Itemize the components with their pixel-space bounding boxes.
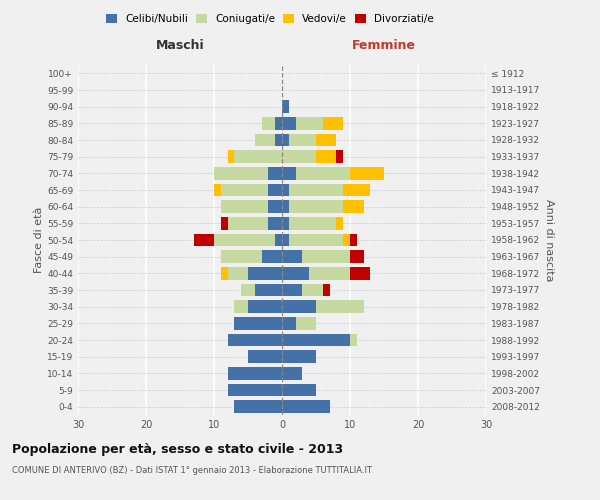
Bar: [289, 134, 316, 146]
Bar: [262, 117, 275, 130]
Bar: [227, 217, 268, 230]
Bar: [350, 234, 357, 246]
Bar: [255, 134, 275, 146]
Bar: [221, 267, 227, 280]
Bar: [282, 117, 296, 130]
Bar: [289, 184, 343, 196]
Bar: [268, 184, 282, 196]
Bar: [337, 150, 343, 163]
Bar: [282, 234, 289, 246]
Bar: [221, 217, 227, 230]
Bar: [343, 200, 364, 213]
Bar: [302, 250, 350, 263]
Bar: [350, 167, 384, 179]
Bar: [309, 267, 350, 280]
Bar: [296, 317, 316, 330]
Y-axis label: Fasce di età: Fasce di età: [34, 207, 44, 273]
Bar: [282, 267, 309, 280]
Text: Femmine: Femmine: [352, 38, 416, 52]
Y-axis label: Anni di nascita: Anni di nascita: [544, 198, 554, 281]
Bar: [275, 117, 282, 130]
Bar: [214, 167, 268, 179]
Bar: [296, 117, 323, 130]
Bar: [337, 217, 343, 230]
Bar: [282, 350, 316, 363]
Bar: [275, 134, 282, 146]
Bar: [241, 284, 255, 296]
Bar: [343, 184, 370, 196]
Bar: [282, 300, 316, 313]
Bar: [227, 334, 282, 346]
Text: Popolazione per età, sesso e stato civile - 2013: Popolazione per età, sesso e stato civil…: [12, 442, 343, 456]
Bar: [282, 367, 302, 380]
Bar: [227, 150, 235, 163]
Bar: [235, 400, 282, 413]
Bar: [289, 234, 343, 246]
Bar: [282, 317, 296, 330]
Bar: [282, 134, 289, 146]
Bar: [296, 167, 350, 179]
Bar: [227, 267, 248, 280]
Bar: [350, 334, 357, 346]
Bar: [282, 250, 302, 263]
Bar: [262, 250, 282, 263]
Bar: [282, 384, 316, 396]
Bar: [343, 234, 350, 246]
Legend: Celibi/Nubili, Coniugati/e, Vedovi/e, Divorziati/e: Celibi/Nubili, Coniugati/e, Vedovi/e, Di…: [102, 10, 438, 29]
Bar: [282, 284, 302, 296]
Bar: [268, 167, 282, 179]
Bar: [235, 317, 282, 330]
Bar: [268, 200, 282, 213]
Bar: [316, 150, 337, 163]
Bar: [194, 234, 214, 246]
Bar: [282, 200, 289, 213]
Text: Maschi: Maschi: [155, 38, 205, 52]
Bar: [248, 300, 282, 313]
Bar: [316, 300, 364, 313]
Bar: [268, 217, 282, 230]
Bar: [302, 284, 323, 296]
Bar: [221, 200, 268, 213]
Bar: [282, 150, 316, 163]
Bar: [248, 350, 282, 363]
Bar: [227, 367, 282, 380]
Bar: [282, 334, 350, 346]
Bar: [282, 184, 289, 196]
Bar: [289, 217, 337, 230]
Text: COMUNE DI ANTERIVO (BZ) - Dati ISTAT 1° gennaio 2013 - Elaborazione TUTTITALIA.I: COMUNE DI ANTERIVO (BZ) - Dati ISTAT 1° …: [12, 466, 372, 475]
Bar: [221, 184, 268, 196]
Bar: [275, 234, 282, 246]
Bar: [316, 134, 337, 146]
Bar: [350, 267, 370, 280]
Bar: [221, 250, 262, 263]
Bar: [323, 284, 329, 296]
Bar: [235, 300, 248, 313]
Bar: [214, 184, 221, 196]
Bar: [248, 267, 282, 280]
Bar: [282, 400, 329, 413]
Bar: [323, 117, 343, 130]
Bar: [255, 284, 282, 296]
Bar: [227, 384, 282, 396]
Bar: [350, 250, 364, 263]
Bar: [282, 217, 289, 230]
Bar: [214, 234, 275, 246]
Bar: [235, 150, 282, 163]
Bar: [289, 200, 343, 213]
Bar: [282, 167, 296, 179]
Bar: [282, 100, 289, 113]
